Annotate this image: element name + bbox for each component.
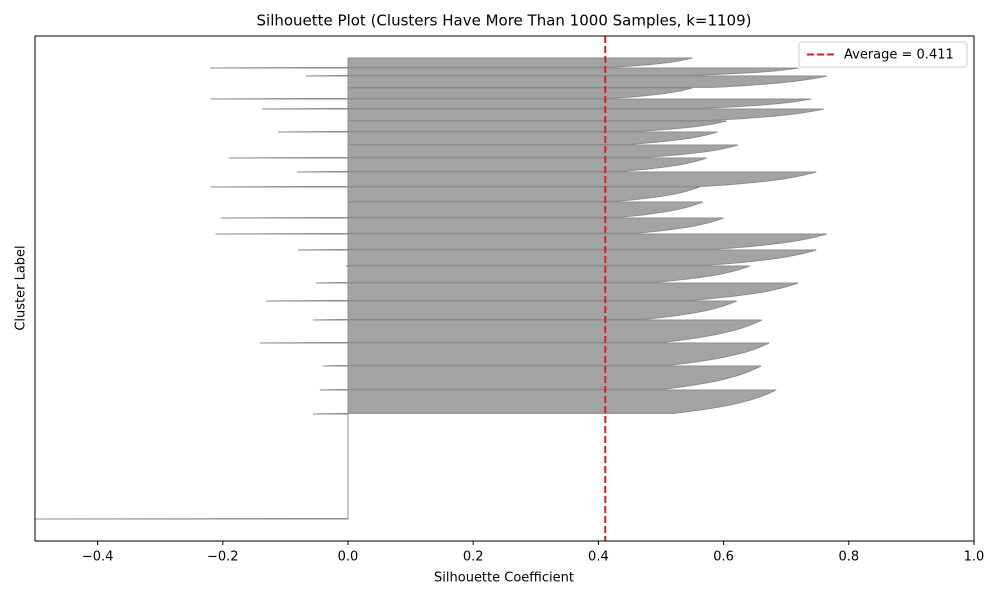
cluster-silhouette	[220, 201, 704, 219]
cluster-silhouette	[316, 265, 751, 284]
cluster-silhouette	[347, 108, 824, 121]
x-tick-label: 0.8	[838, 550, 859, 565]
cluster-silhouette	[319, 365, 762, 391]
legend-label: Average = 0.411	[844, 48, 954, 63]
cluster-silhouette	[347, 131, 718, 145]
x-axis-label: Silhouette Coefficient	[434, 571, 574, 586]
x-tick-label: 1.0	[964, 550, 985, 565]
y-axis-label: Cluster Label	[14, 245, 29, 330]
cluster-silhouette	[347, 75, 827, 88]
cluster-silhouette	[210, 57, 693, 69]
cluster-silhouette	[312, 389, 777, 415]
cluster-silhouette	[210, 171, 817, 188]
x-tick-label: −0.2	[207, 550, 239, 565]
x-tick-label: 0.6	[713, 550, 734, 565]
cluster-silhouette	[297, 157, 707, 173]
x-tick-label: 0.0	[338, 550, 359, 565]
cluster-silhouette	[306, 67, 799, 77]
legend-box	[798, 41, 968, 68]
cluster-silhouette	[345, 249, 817, 267]
cluster-silhouette	[322, 342, 770, 367]
cluster-silhouette	[312, 300, 737, 321]
cluster-silhouette	[347, 186, 700, 202]
cluster-silhouette	[297, 233, 828, 251]
cluster-silhouette	[262, 98, 812, 110]
plot-frame	[34, 35, 975, 542]
cluster-silhouette	[265, 282, 799, 302]
x-tick-label: 0.2	[463, 550, 484, 565]
cluster-silhouette	[259, 319, 762, 344]
cluster-silhouette	[215, 217, 724, 235]
cluster-silhouette	[229, 144, 739, 159]
x-tick-label: 0.4	[588, 550, 609, 565]
x-tick-label: −0.4	[82, 550, 114, 565]
cluster-silhouette	[277, 120, 727, 133]
cluster-silhouette	[210, 87, 693, 100]
cluster-silhouette	[34, 414, 349, 520]
chart-title: Silhouette Plot (Clusters Have More Than…	[257, 12, 752, 30]
